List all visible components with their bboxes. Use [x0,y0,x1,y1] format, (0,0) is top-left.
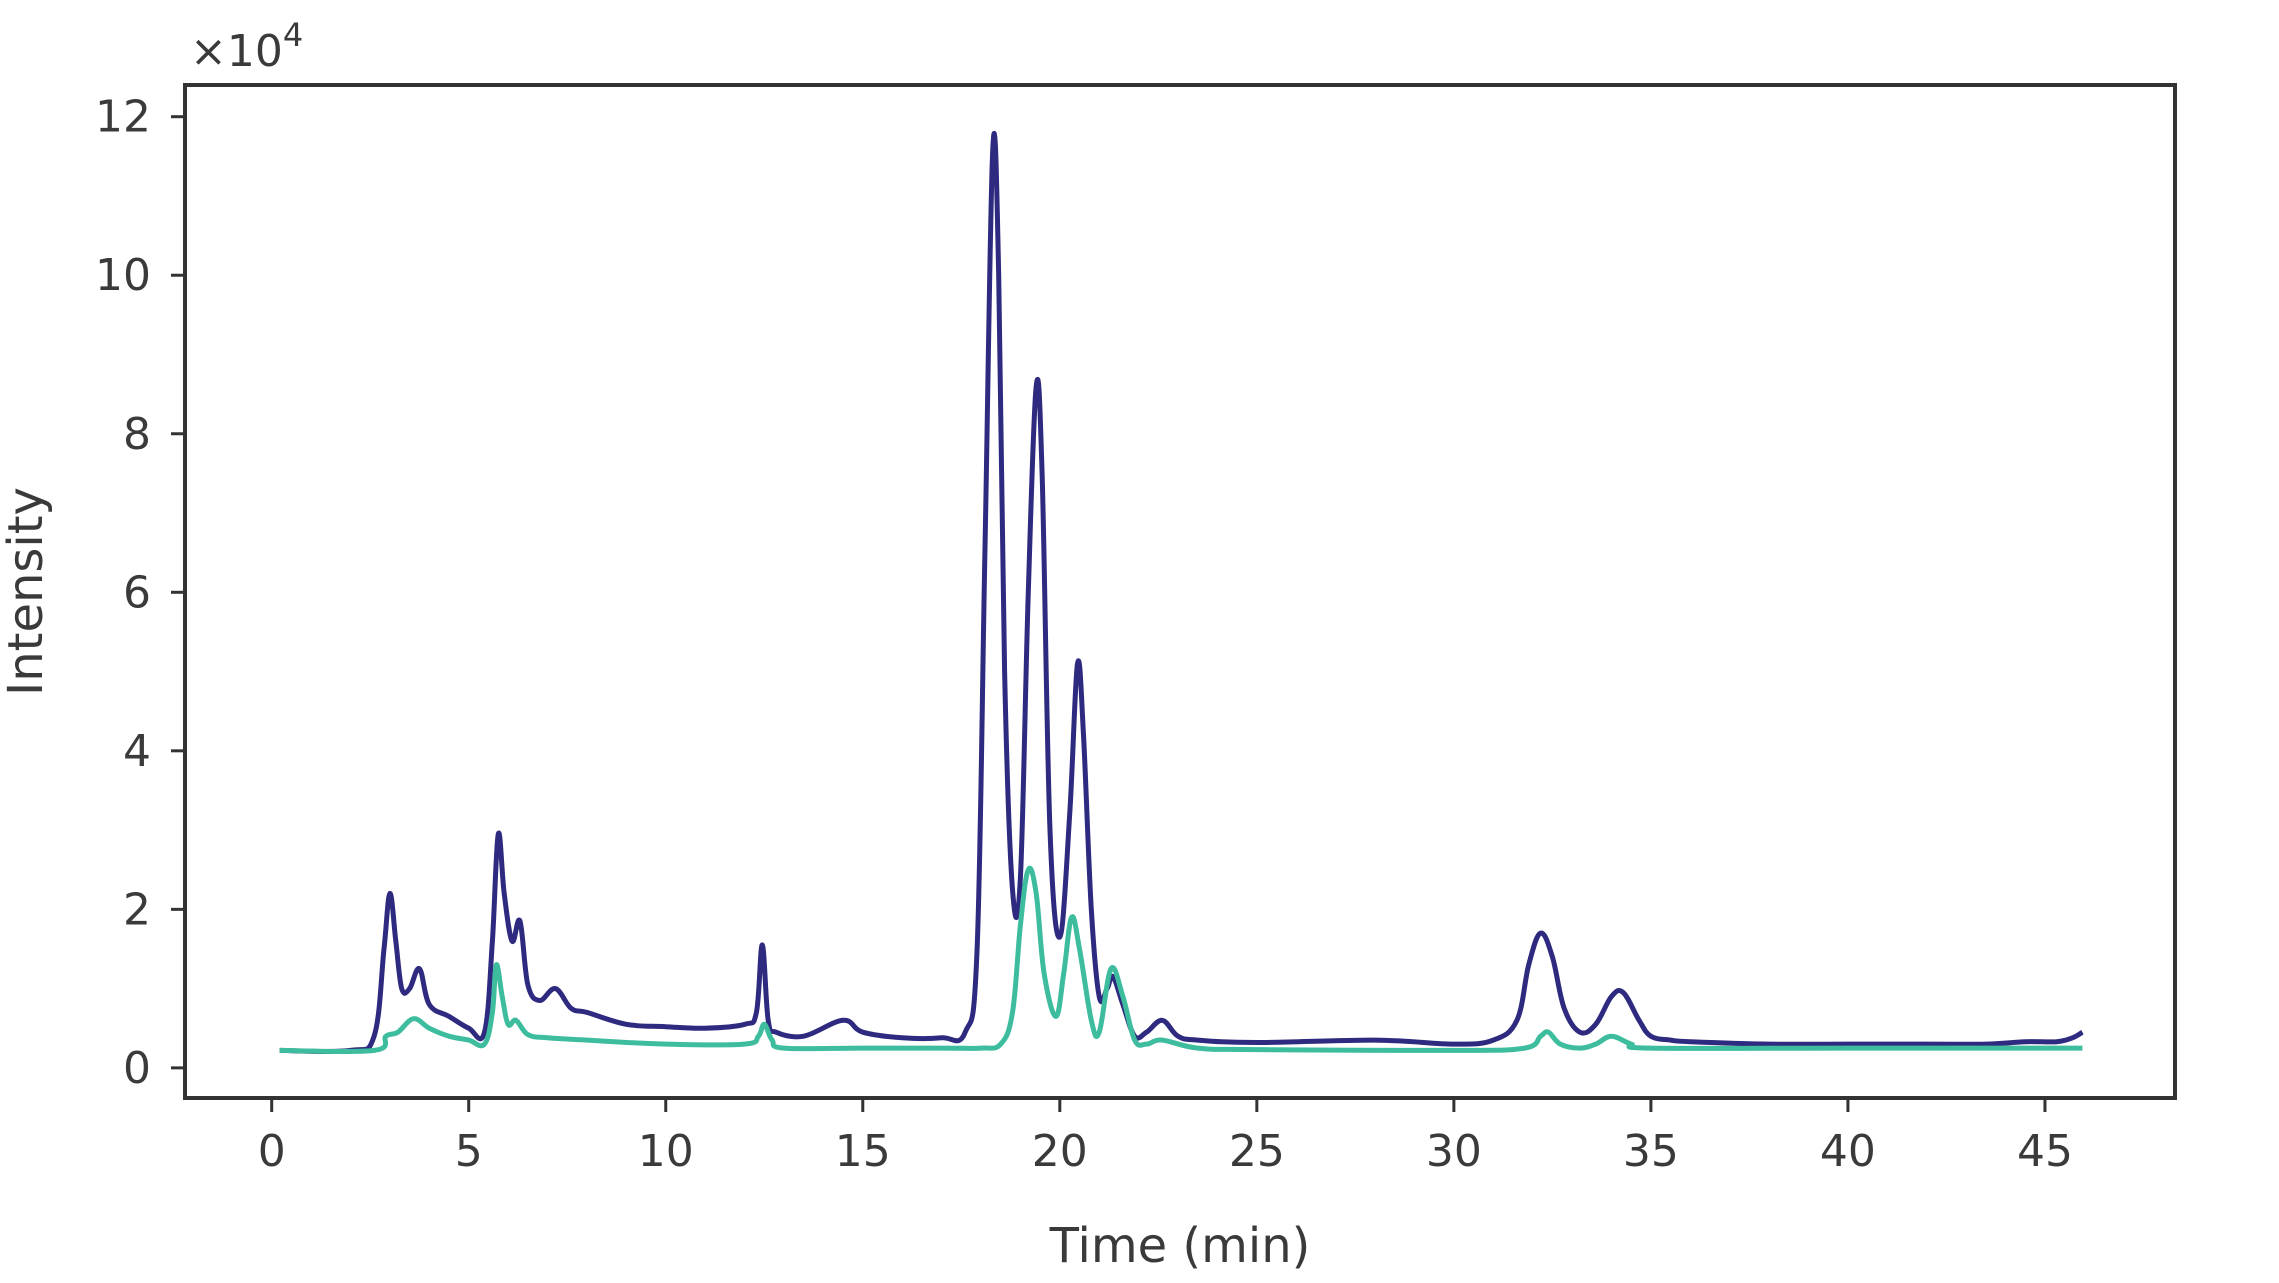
y-tick-label: 8 [123,409,151,460]
x-tick-label: 30 [1426,1126,1482,1177]
series-line-2 [279,865,2083,1055]
series-layer [279,131,2084,1055]
x-tick-label: 35 [1623,1126,1679,1177]
x-tick-label: 40 [1820,1126,1876,1177]
plot-frame [183,83,2177,1100]
series-line-1 [279,131,2084,1055]
y-tick-label: 0 [123,1043,151,1094]
y-axis-multiplier: ×104 [190,16,303,77]
y-axis-multiplier-base: ×10 [190,26,283,77]
y-axis-ticks: 0 2 4 6 8 10 12 [95,92,185,1094]
y-tick-label: 6 [123,567,151,618]
y-axis-multiplier-exponent: 4 [283,16,303,54]
x-tick-label: 0 [258,1126,286,1177]
y-tick-label: 12 [95,92,151,143]
x-tick-label: 45 [2017,1126,2073,1177]
y-tick-label: 4 [123,726,151,777]
x-tick-label: 25 [1229,1126,1285,1177]
x-tick-label: 15 [835,1126,891,1177]
x-axis-label: Time (min) [1049,1218,1311,1274]
y-tick-label: 10 [95,250,151,301]
x-tick-label: 5 [455,1126,483,1177]
x-axis-ticks: 0 5 10 15 20 25 30 35 40 45 [258,1098,2073,1177]
y-axis-label: Intensity [0,487,54,696]
y-tick-label: 2 [123,884,151,935]
x-tick-label: 10 [638,1126,694,1177]
x-tick-label: 20 [1032,1126,1088,1177]
